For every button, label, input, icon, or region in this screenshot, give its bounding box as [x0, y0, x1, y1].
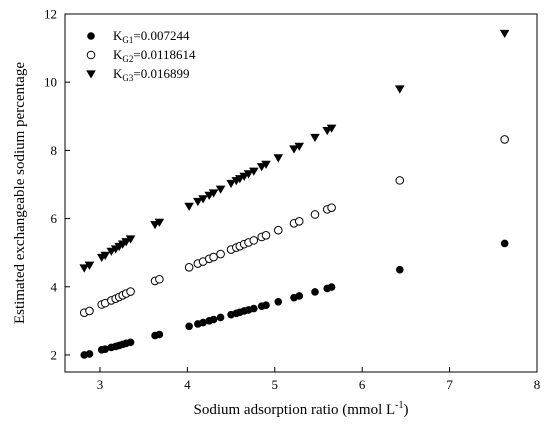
x-tick-label: 5	[272, 377, 279, 392]
x-tick-label: 7	[446, 377, 453, 392]
data-point	[501, 240, 509, 248]
data-point	[396, 177, 404, 185]
y-tick-label: 2	[51, 347, 58, 362]
x-tick-label: 8	[534, 377, 541, 392]
data-point	[185, 264, 193, 272]
data-point	[86, 307, 94, 315]
data-point	[127, 288, 135, 296]
legend-marker	[87, 51, 95, 59]
legend-entry: KG2=0.0118614	[113, 47, 196, 64]
y-tick-label: 6	[51, 211, 58, 226]
data-point	[250, 237, 258, 245]
data-point	[185, 323, 193, 331]
data-point	[396, 266, 404, 274]
legend-marker	[87, 32, 95, 40]
data-point	[500, 30, 510, 38]
data-point	[210, 253, 218, 261]
x-axis-title: Sodium adsorption ratio (mmol L-1)	[194, 400, 409, 418]
x-tick-label: 6	[359, 377, 366, 392]
legend-marker	[86, 70, 96, 78]
x-tick-label: 3	[97, 377, 104, 392]
data-point	[295, 217, 303, 225]
data-point	[328, 204, 336, 212]
series-2	[80, 136, 508, 317]
legend-entry: KG3=0.016899	[113, 66, 189, 83]
data-point	[311, 211, 319, 219]
data-point	[184, 203, 194, 211]
y-tick-label: 10	[44, 75, 57, 90]
data-point	[295, 292, 303, 300]
y-axis-title: Estimated exchangeable sodium percentage	[12, 62, 28, 324]
y-axis-ticks: 2 4 6 8 10 12	[44, 7, 70, 363]
y-tick-label: 12	[44, 7, 57, 22]
data-point	[127, 339, 135, 347]
y-tick-label: 8	[51, 143, 58, 158]
data-point	[250, 305, 258, 313]
data-point	[262, 301, 270, 309]
data-point	[395, 85, 405, 93]
data-point	[210, 316, 218, 324]
data-point	[273, 154, 283, 162]
data-point	[156, 331, 164, 339]
data-point	[501, 136, 509, 144]
x-tick-label: 4	[184, 377, 191, 392]
y-tick-label: 4	[51, 279, 58, 294]
x-axis-ticks: 3 4 5 6 7 8	[97, 367, 541, 392]
data-point	[217, 314, 225, 322]
data-point	[217, 250, 225, 258]
legend: KG1=0.007244 KG2=0.0118614 KG3=0.016899	[86, 28, 196, 83]
data-point	[328, 283, 336, 291]
data-point	[274, 226, 282, 234]
data-point	[311, 288, 319, 296]
data-point	[86, 350, 94, 358]
data-point	[156, 275, 164, 283]
data-point	[262, 231, 270, 239]
data-point	[274, 298, 282, 306]
series-1	[80, 240, 508, 359]
data-point	[310, 134, 320, 142]
legend-entry: KG1=0.007244	[113, 28, 190, 45]
